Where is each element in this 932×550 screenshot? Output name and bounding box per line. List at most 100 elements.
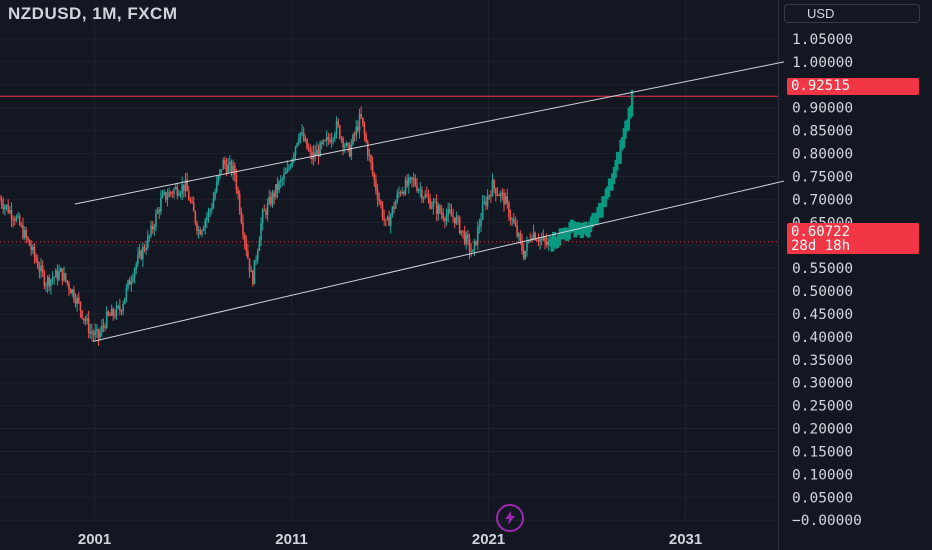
y-tick-label: 0.05000 bbox=[792, 490, 853, 506]
candle-body bbox=[43, 272, 46, 287]
candle-body bbox=[511, 219, 513, 221]
projection-candle bbox=[627, 107, 630, 131]
candle-body bbox=[508, 202, 510, 217]
candle-body bbox=[261, 210, 264, 224]
y-tick-label: 0.40000 bbox=[792, 330, 853, 346]
candle-body bbox=[33, 246, 36, 257]
candle-body bbox=[225, 164, 228, 173]
candle-body bbox=[114, 315, 116, 317]
candle-body bbox=[123, 297, 126, 304]
candle-body bbox=[488, 195, 491, 197]
candle-body bbox=[207, 210, 210, 217]
candle-body bbox=[252, 271, 254, 285]
x-tick-label: 2001 bbox=[78, 531, 111, 548]
candle-body bbox=[286, 168, 289, 173]
candle-body bbox=[59, 268, 62, 272]
candle-body bbox=[358, 114, 361, 131]
candle-body bbox=[68, 283, 70, 290]
candle-body bbox=[434, 201, 436, 203]
candle-body bbox=[243, 234, 246, 242]
candle-body bbox=[91, 331, 93, 334]
projection-candle bbox=[601, 196, 604, 218]
candle-body bbox=[173, 189, 175, 194]
candle-body bbox=[398, 192, 400, 194]
candle-body bbox=[78, 297, 80, 302]
candle-body bbox=[237, 189, 239, 195]
y-tick-label: 0.30000 bbox=[792, 376, 853, 392]
symbol-title[interactable]: NZDUSD, 1M, FXCM bbox=[8, 4, 178, 23]
projection-candle bbox=[598, 202, 601, 219]
candle-body bbox=[284, 172, 287, 175]
projection-candle bbox=[630, 89, 634, 117]
candle-body bbox=[89, 331, 92, 333]
candle-body bbox=[526, 241, 528, 251]
candle-body bbox=[179, 193, 182, 195]
candle-body bbox=[104, 326, 106, 328]
candle-body bbox=[268, 196, 271, 204]
candle-body bbox=[289, 166, 292, 168]
projection-candle bbox=[624, 120, 627, 139]
lightning-icon[interactable] bbox=[496, 504, 524, 532]
candle-body bbox=[82, 318, 85, 320]
candle-body bbox=[133, 268, 136, 278]
candle-body bbox=[265, 210, 267, 215]
candle-body bbox=[388, 216, 390, 226]
candle-body bbox=[467, 234, 469, 239]
candle-body bbox=[498, 194, 500, 197]
candle-body bbox=[365, 134, 367, 142]
currency-selector[interactable]: USD bbox=[784, 4, 920, 23]
candle-body bbox=[458, 217, 461, 234]
candle-body bbox=[255, 259, 257, 261]
candle-body bbox=[194, 211, 197, 223]
candle-body bbox=[174, 187, 177, 190]
candle-body bbox=[242, 222, 244, 235]
candle-body bbox=[94, 331, 97, 336]
candle-body bbox=[109, 314, 111, 316]
candle-body bbox=[362, 117, 364, 125]
candle-body bbox=[304, 138, 307, 141]
candle-body bbox=[10, 210, 13, 219]
projection-candle bbox=[558, 228, 562, 246]
candle-body bbox=[81, 310, 83, 319]
y-tick-label: 0.35000 bbox=[792, 353, 853, 369]
candle-body bbox=[363, 124, 366, 135]
projection-candle bbox=[584, 221, 588, 236]
candle-body bbox=[288, 167, 290, 169]
candle-body bbox=[384, 219, 387, 221]
candle-body bbox=[517, 233, 520, 236]
candle-body bbox=[311, 151, 313, 160]
candle-body bbox=[332, 138, 335, 140]
candle-body bbox=[509, 216, 512, 220]
projection-candle bbox=[617, 151, 621, 164]
candle-body bbox=[71, 289, 74, 294]
projection-candle bbox=[620, 137, 624, 151]
candle-body bbox=[444, 218, 446, 221]
candle-body bbox=[445, 215, 448, 221]
candle-body bbox=[429, 198, 431, 209]
candle-body bbox=[330, 139, 333, 143]
candle-body bbox=[238, 194, 241, 212]
candle-body bbox=[32, 246, 34, 251]
y-tick-label: 0.20000 bbox=[792, 422, 853, 438]
candle-body bbox=[176, 187, 179, 196]
candle-body bbox=[421, 189, 423, 199]
candle-body bbox=[521, 240, 523, 251]
projection-candle bbox=[629, 105, 632, 119]
candle-body bbox=[281, 179, 284, 181]
candle-body bbox=[485, 201, 487, 206]
candle-body bbox=[202, 227, 205, 231]
candle-body bbox=[483, 201, 486, 203]
candle-body bbox=[27, 237, 29, 240]
candle-body bbox=[307, 148, 310, 151]
candle-body bbox=[230, 161, 233, 174]
candle-body bbox=[337, 121, 339, 126]
candle-body bbox=[532, 232, 535, 239]
candle-body bbox=[299, 132, 302, 139]
candle-body bbox=[401, 192, 404, 194]
candle-body bbox=[7, 204, 10, 213]
candle-body bbox=[112, 308, 115, 316]
candle-body bbox=[279, 179, 282, 182]
projection-candle bbox=[599, 202, 603, 218]
